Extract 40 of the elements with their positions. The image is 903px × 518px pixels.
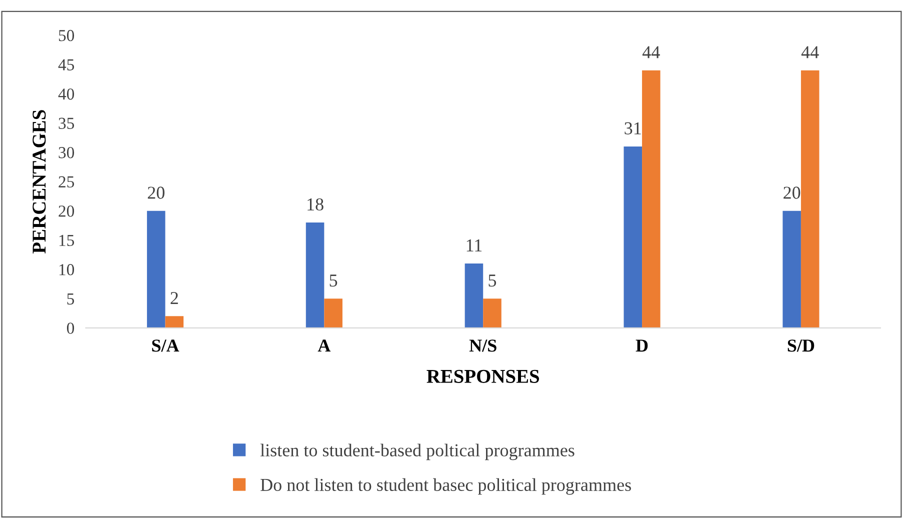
- bar: [642, 70, 660, 328]
- data-label: 5: [330, 274, 338, 287]
- y-tick-label: 15: [59, 234, 74, 246]
- data-label: 20: [148, 186, 164, 199]
- x-tick-label: N/S: [469, 340, 496, 352]
- y-tick-label: 50: [58, 30, 74, 42]
- legend-label: listen to student-based poltical programmes: [260, 444, 574, 460]
- y-tick-label: 30: [58, 146, 74, 158]
- x-tick-label: D: [636, 340, 648, 352]
- data-label: 20: [784, 186, 800, 199]
- bar: [165, 316, 184, 328]
- data-label: 5: [488, 274, 496, 287]
- bar: [464, 264, 484, 328]
- y-axis-title: PERCENTAGES: [32, 110, 46, 254]
- data-label: 2: [170, 292, 178, 304]
- data-label: 44: [642, 46, 660, 58]
- bar: [624, 146, 642, 328]
- y-tick-label: 5: [67, 293, 74, 305]
- x-tick-label: A: [318, 340, 331, 352]
- data-label: 11: [466, 239, 482, 252]
- data-label: 31: [624, 122, 641, 134]
- y-tick-label: 0: [66, 322, 74, 334]
- data-label: 18: [308, 198, 324, 211]
- bar: [483, 298, 502, 328]
- x-tick-label: S/A: [152, 340, 180, 352]
- bar: [306, 222, 324, 328]
- y-tick-label: 40: [58, 88, 74, 100]
- bar: [782, 210, 801, 328]
- y-tick-label: 25: [58, 176, 74, 188]
- y-tick-label: 20: [58, 206, 74, 217]
- bar: [324, 298, 342, 328]
- y-tick-label: 45: [58, 59, 74, 70]
- x-axis-title: RESPONSES: [426, 370, 540, 383]
- bar: [146, 210, 166, 328]
- y-tick-label: 10: [59, 264, 74, 276]
- x-tick-label: S/D: [788, 340, 814, 352]
- legend-label: Do not listen to student basec political programmes: [260, 478, 631, 495]
- y-tick-label: 35: [58, 118, 74, 129]
- data-label: 44: [801, 46, 819, 58]
- bar: [800, 70, 820, 328]
